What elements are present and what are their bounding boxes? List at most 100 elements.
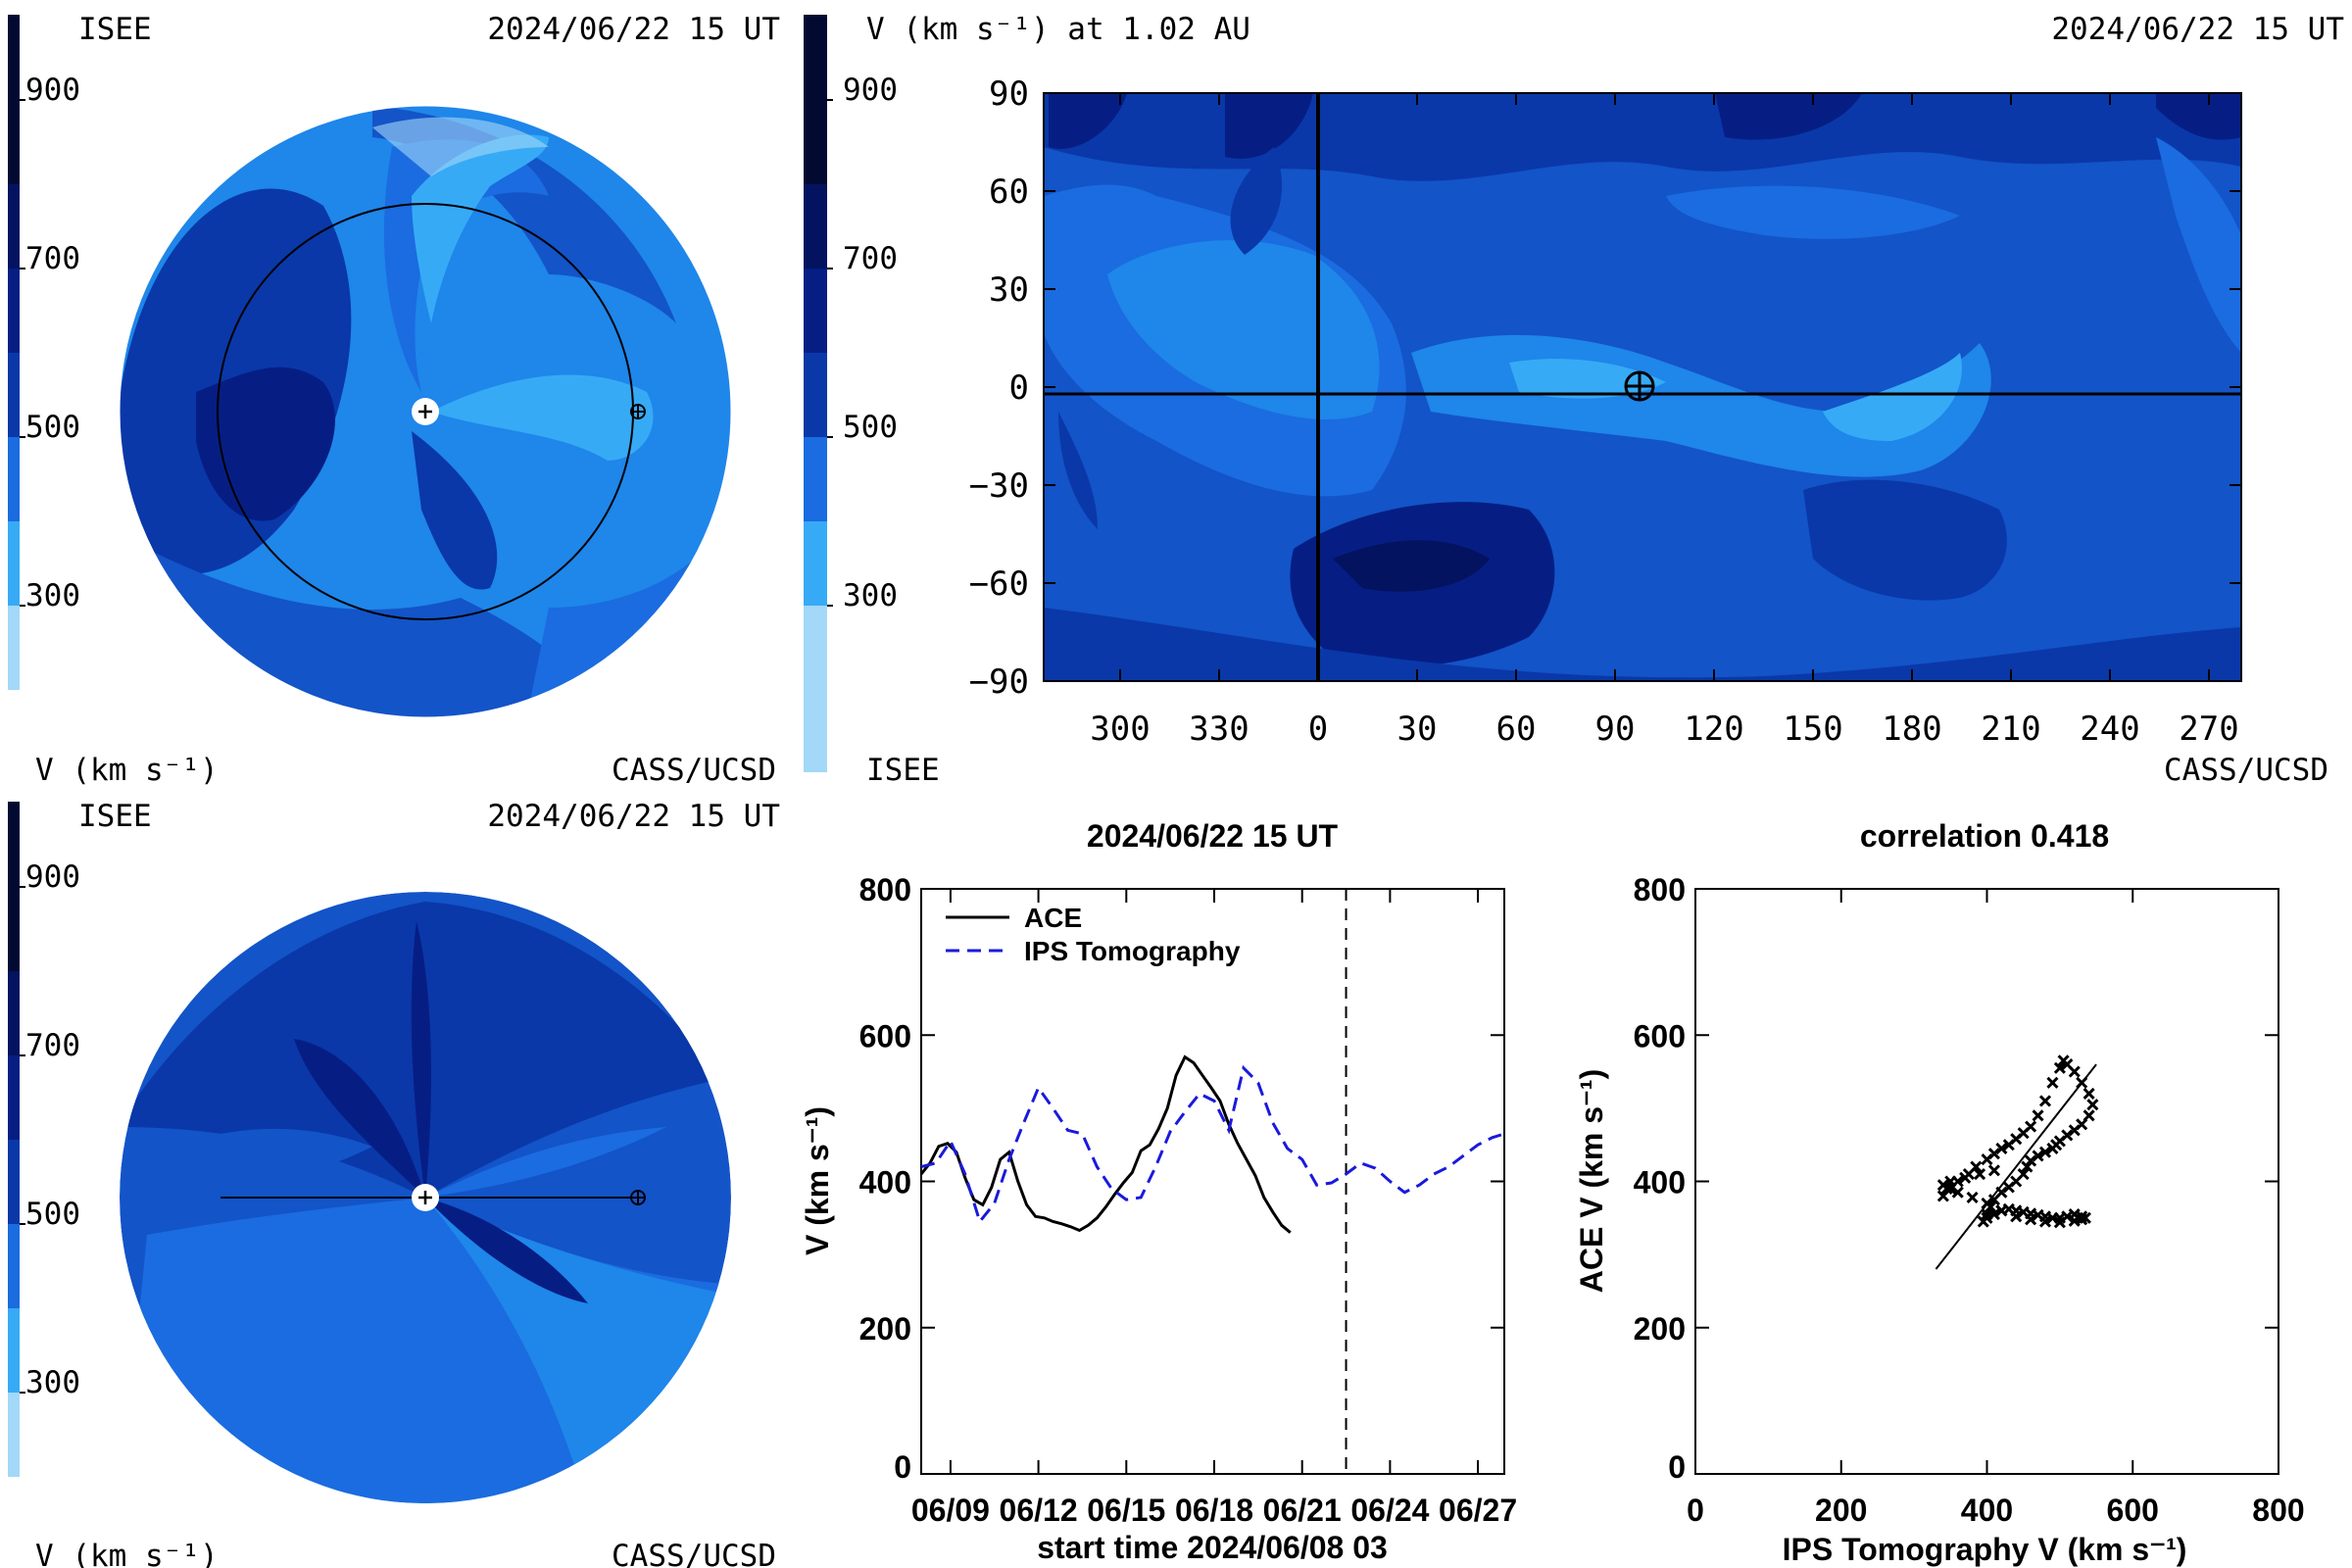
- line-y-tick-label: 0: [894, 1449, 911, 1485]
- scatter-ylabel: ACE V (km s⁻¹): [1574, 1069, 1609, 1293]
- cass-ucsd-label: CASS/UCSD: [612, 1539, 776, 1568]
- line-x-tick-label: 06/09: [911, 1493, 990, 1528]
- line-x-tick-label: 06/18: [1175, 1493, 1253, 1528]
- scatter-y-tick-label: 600: [1634, 1018, 1686, 1054]
- scatter-point: [2025, 1154, 2037, 1167]
- isee-label: ISEE: [78, 12, 152, 47]
- colorbar-tick: 500: [843, 410, 898, 445]
- scatter-point: [2053, 1061, 2066, 1074]
- scatter-point: [2038, 1146, 2052, 1158]
- line-y-tick-label: 800: [859, 872, 911, 907]
- map-title: V (km s⁻¹) at 1.02 AU: [866, 12, 1250, 47]
- regression-line: [1935, 1063, 2097, 1270]
- map-x-tick-label: 90: [1595, 710, 1636, 749]
- scatter-xlabel: IPS Tomography V (km s⁻¹): [1783, 1532, 2187, 1567]
- colorbar-tick: 900: [843, 73, 898, 108]
- scatter-y-tick-label: 0: [1668, 1449, 1686, 1485]
- scatter-point: [2046, 1076, 2059, 1089]
- scatter-x-tick-label: 600: [2107, 1493, 2159, 1528]
- colorbar-map: [804, 15, 833, 772]
- velocity-unit-label: V (km s⁻¹): [35, 753, 219, 788]
- scatter-chart-title: correlation 0.418: [1860, 818, 2109, 854]
- map-y-tick-label: 30: [989, 270, 1029, 310]
- map-y-tick-label: 0: [1009, 368, 1029, 408]
- scatter-point: [1944, 1175, 1957, 1188]
- map-x-tick-label: 150: [1783, 710, 1842, 749]
- scatter-point: [2068, 1065, 2081, 1078]
- timestamp: 2024/06/22 15 UT: [487, 12, 780, 47]
- map-x-tick-label: 120: [1684, 710, 1743, 749]
- map-x-tick-labels: 300 330 0 30 60 90 120 150 180 210 240 270: [1090, 710, 2238, 749]
- top-left-panel: ISEE 2024/06/22 15 UT 900 700 500 300 V …: [8, 12, 780, 788]
- ips-legend-label: IPS Tomography: [1024, 936, 1241, 966]
- map-x-tick-label: 330: [1189, 710, 1249, 749]
- colorbar-bottom-left: [8, 802, 25, 1477]
- earth-marker-icon: [1624, 370, 1655, 402]
- map-panel: 900 700 500 300 V (km s⁻¹) at 1.02 AU 20…: [804, 12, 2344, 788]
- colorbar-tick: 500: [25, 1197, 80, 1232]
- scatter-point: [1981, 1211, 1993, 1224]
- earth-marker-icon: [630, 1190, 646, 1205]
- line-x-tick-label: 06/27: [1439, 1493, 1517, 1528]
- scatter-y-tick-labels: 800 600 400 200 0: [1634, 872, 1686, 1485]
- scatter-plot-area: [1694, 888, 2279, 1475]
- scatter-point: [1987, 1148, 2001, 1160]
- ace-legend-label: ACE: [1024, 903, 1082, 933]
- velocity-unit-label: V (km s⁻¹): [35, 1539, 219, 1568]
- colorbar-tick: 700: [25, 241, 80, 276]
- scatter-point: [1959, 1171, 1972, 1184]
- map-x-tick-label: 30: [1397, 710, 1438, 749]
- line-x-tick-label: 06/12: [1000, 1493, 1078, 1528]
- map-y-tick-label: 60: [989, 172, 1029, 212]
- scatter-point: [2032, 1150, 2044, 1162]
- line-y-tick-label: 400: [859, 1165, 911, 1200]
- colorbar-tick: 700: [843, 241, 898, 276]
- colorbar-top-left: [8, 15, 25, 690]
- scatter-x-tick-label: 800: [2252, 1493, 2304, 1528]
- line-chart-title: 2024/06/22 15 UT: [1087, 818, 1339, 854]
- line-y-tick-label: 600: [859, 1018, 911, 1054]
- scatter-point: [1995, 1204, 2008, 1217]
- colorbar-tick: 900: [25, 73, 80, 108]
- map-x-tick-label: 300: [1090, 710, 1150, 749]
- colorbar-tick: 700: [25, 1028, 80, 1063]
- scatter-point: [2038, 1095, 2052, 1107]
- scatter-point: [2053, 1216, 2066, 1229]
- scatter-x-tick-labels: 0 200 400 600 800: [1687, 1493, 2305, 1528]
- line-y-tick-label: 200: [859, 1311, 911, 1347]
- isee-label: ISEE: [866, 753, 940, 788]
- isee-label: ISEE: [78, 799, 152, 834]
- scatter-point: [2086, 1099, 2099, 1111]
- line-chart-xlabel: start time 2024/06/08 03: [1037, 1530, 1388, 1565]
- meridional-velocity-disk: [120, 892, 731, 1503]
- scatter-point: [2068, 1214, 2081, 1227]
- scatter-point: [2082, 1087, 2095, 1101]
- timestamp: 2024/06/22 15 UT: [487, 799, 780, 834]
- earth-marker-icon: [630, 404, 646, 419]
- scatter-x-tick-label: 0: [1687, 1493, 1704, 1528]
- map-y-tick-label: −90: [969, 662, 1029, 702]
- scatter-point: [1936, 1179, 1949, 1192]
- ecliptic-velocity-disk: [120, 106, 731, 717]
- bottom-left-panel: ISEE 2024/06/22 15 UT 900 700 500 300 V …: [8, 799, 780, 1568]
- scatter-y-tick-label: 200: [1634, 1311, 1686, 1347]
- colorbar-tick: 300: [25, 1365, 80, 1400]
- scatter-point: [1987, 1208, 2001, 1221]
- line-chart-series: [919, 889, 1505, 1474]
- line-chart-x-tick-labels: 06/09 06/12 06/15 06/18 06/21 06/24 06/27: [911, 1493, 1517, 1528]
- cass-ucsd-label: CASS/UCSD: [2164, 753, 2328, 788]
- line-chart-ylabel: V (km s⁻¹): [800, 1106, 835, 1255]
- scatter-point: [2038, 1215, 2052, 1228]
- scatter-ticks: [1694, 888, 2279, 1475]
- line-chart-plot-area: [920, 888, 1505, 1475]
- sun-icon: [412, 1184, 439, 1211]
- scatter-point: [2025, 1120, 2037, 1133]
- line-chart-panel: 2024/06/22 15 UT ACE IPS Tomography V (k…: [800, 818, 1517, 1565]
- scatter-y-tick-label: 400: [1634, 1165, 1686, 1200]
- scatter-point: [1987, 1194, 2001, 1206]
- map-x-tick-label: 270: [2179, 710, 2238, 749]
- map-x-tick-label: 210: [1981, 710, 2040, 749]
- scatter-x-tick-label: 200: [1815, 1493, 1867, 1528]
- ips-series-line: [920, 1064, 1505, 1225]
- line-chart-legend: ACE IPS Tomography: [946, 903, 1241, 966]
